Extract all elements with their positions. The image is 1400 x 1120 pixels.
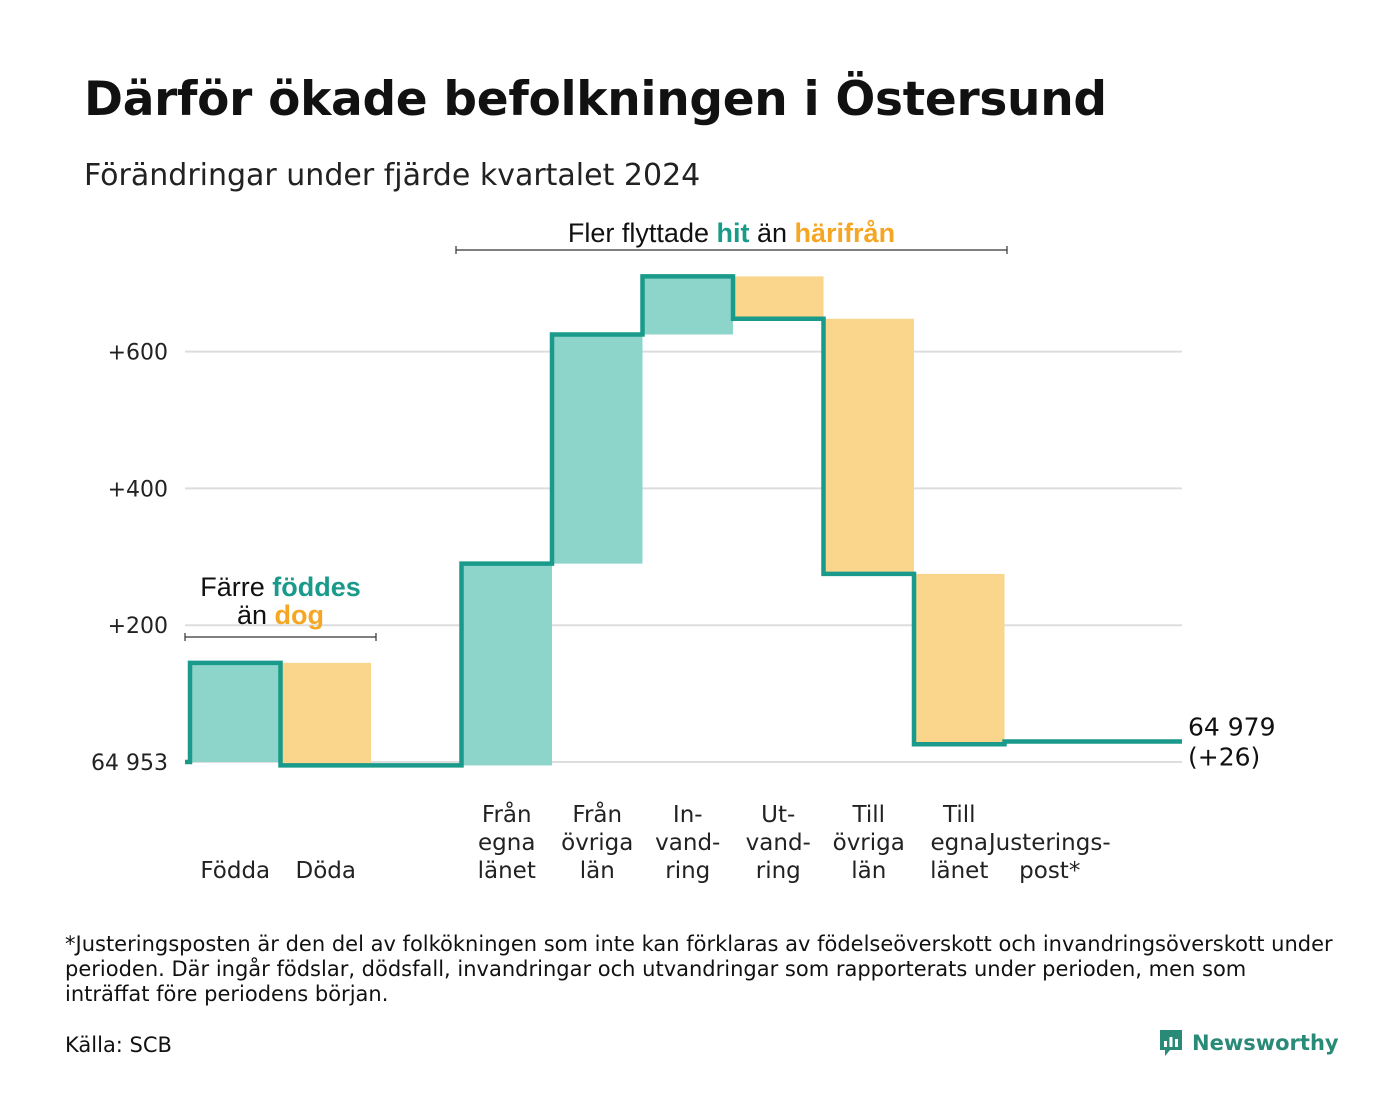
source-note: Källa: SCB	[65, 1033, 172, 1057]
step-line	[185, 274, 1182, 768]
brand-name: Newsworthy	[1192, 1031, 1339, 1055]
y-tick-label: +200	[108, 614, 168, 639]
category-label: egna	[931, 830, 988, 856]
annotation-segment: dog	[275, 600, 324, 630]
category-label: Från	[482, 800, 532, 828]
category-label: ring	[665, 858, 710, 884]
chart-title: Därför ökade befolkningen i Östersund	[84, 72, 1107, 127]
bar-decrease	[733, 276, 824, 319]
annotation-segment: föddes	[272, 572, 361, 602]
category-label: övriga	[561, 830, 633, 856]
category-label: Till	[851, 802, 885, 828]
bar-increase	[190, 662, 281, 762]
category-label: post*	[1019, 858, 1080, 884]
bar-increase	[642, 276, 733, 335]
annotation-segment: Färre	[200, 572, 272, 602]
category-label: ring	[756, 858, 801, 884]
annotation-segment: än	[749, 218, 794, 248]
category-label: länet	[478, 858, 536, 884]
category-label: egna	[478, 830, 535, 856]
annotation-text: Fler flyttade hit än härifrån	[568, 218, 895, 248]
baseline-label: 64 953	[91, 751, 168, 776]
cumulative-step-line	[185, 274, 1182, 768]
bar-decrease	[914, 573, 1005, 745]
y-tick-label: +400	[108, 477, 168, 502]
category-label: länet	[930, 858, 988, 884]
y-axis-ticks: +200 +400 +600 64 953	[91, 341, 168, 776]
bar-decrease	[280, 662, 371, 766]
category-label: län	[580, 858, 615, 884]
category-label: In-	[673, 802, 703, 828]
chart-subtitle: Förändringar under fjärde kvartalet 2024	[84, 158, 701, 193]
category-label: Födda	[200, 858, 270, 884]
annotation-segment: härifrån	[795, 218, 896, 248]
annotation-text: Färre föddes	[200, 572, 361, 602]
end-value-label: 64 979	[1188, 712, 1275, 741]
annotation-segment: Fler flyttade	[568, 218, 717, 248]
category-label: län	[851, 858, 886, 884]
end-value-label: (+26)	[1188, 742, 1260, 771]
category-label: övriga	[833, 830, 905, 856]
category-label: Justerings-	[987, 830, 1111, 856]
category-label: Döda	[296, 858, 356, 884]
annotation-segment: hit	[716, 218, 749, 248]
annotation-text: än dog	[237, 600, 324, 630]
bar-decrease	[823, 318, 914, 574]
bars	[190, 276, 1005, 766]
category-labels: Födda DödaFrånegnalänetFrånövrigalänIn-va…	[200, 800, 1110, 884]
annotation-segment: än	[237, 600, 275, 630]
category-label: vand-	[655, 830, 720, 856]
y-tick-label: +600	[108, 341, 168, 366]
brand-logo: Newsworthy	[1158, 1028, 1339, 1058]
end-label: 64 979(+26)	[1188, 712, 1275, 771]
category-label: Ut-	[761, 802, 795, 828]
bar-increase	[552, 334, 643, 564]
newsworthy-logo-icon	[1160, 1030, 1182, 1056]
footnote: *Justeringsposten är den del av folkökni…	[65, 932, 1333, 1006]
category-label: Till	[942, 802, 976, 828]
category-label: vand-	[746, 830, 811, 856]
bar-increase	[461, 563, 552, 766]
category-label: Från	[572, 800, 622, 828]
